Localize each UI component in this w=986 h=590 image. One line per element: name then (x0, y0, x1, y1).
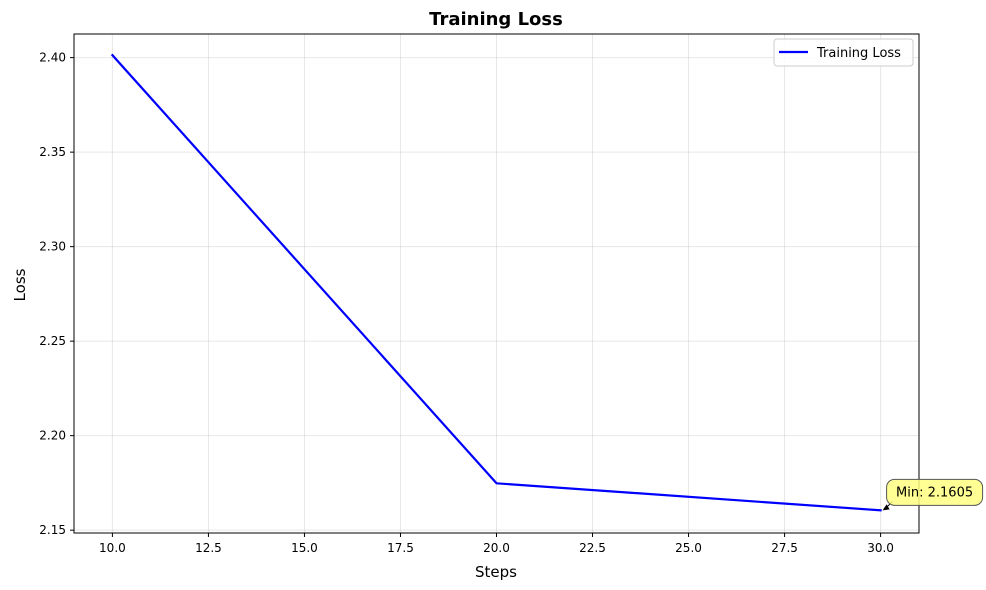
y-axis-label: Loss (11, 268, 29, 301)
y-tick-label: 2.20 (39, 429, 66, 443)
y-tick-label: 2.40 (39, 51, 66, 65)
annotation-box (886, 478, 984, 506)
annotation-layer: Min: 2.1605 (882, 478, 984, 511)
x-tick-label: 10.0 (99, 541, 126, 555)
x-tick-label: 20.0 (483, 541, 510, 555)
x-tick-label: 15.0 (291, 541, 318, 555)
y-tick-label: 2.15 (39, 523, 66, 537)
axes: 10.0 12.5 15.0 17.5 20.0 22.5 25.0 27.5 30.0 2.15… (39, 33, 920, 555)
legend-label: Training Loss (816, 46, 901, 61)
grid (74, 34, 919, 533)
x-tick-label: 22.5 (579, 541, 606, 555)
x-tick-label: 27.5 (771, 541, 798, 555)
y-tick-label: 2.30 (39, 240, 66, 254)
y-tick-label: 2.25 (39, 334, 66, 348)
x-tick-label: 25.0 (675, 541, 702, 555)
x-tick-label: 12.5 (195, 541, 222, 555)
y-tick-label: 2.35 (39, 145, 66, 159)
x-tick-label: 17.5 (387, 541, 414, 555)
chart-title: Training Loss (429, 9, 563, 30)
legend-box (773, 38, 914, 67)
x-axis-label: Steps (475, 563, 517, 581)
series-layer (110, 53, 882, 512)
x-tick-label: 30.0 (867, 541, 894, 555)
annotation-arrowhead (882, 504, 890, 511)
annotation-label: Min: 2.1605 (896, 485, 973, 500)
legend: Training Loss (773, 38, 914, 67)
